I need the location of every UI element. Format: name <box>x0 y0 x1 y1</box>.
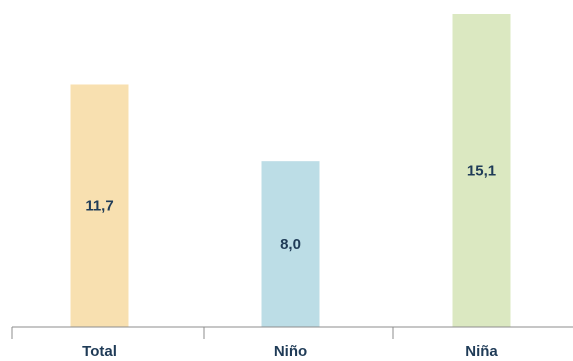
category-label-nina: Niña <box>465 343 498 360</box>
category-label-total: Total <box>82 343 117 360</box>
bars-group <box>70 14 511 327</box>
value-label-nino: 8,0 <box>280 236 301 253</box>
bar-nina <box>452 14 511 327</box>
x-axis <box>11 326 573 339</box>
bar-nino <box>261 161 320 327</box>
value-label-nina: 15,1 <box>467 163 496 180</box>
value-label-total: 11,7 <box>85 198 113 215</box>
labels-group: 11,7 Total 8,0 Niño 15,1 Niña <box>82 163 498 361</box>
category-label-nino: Niño <box>274 343 307 360</box>
bar-total <box>70 84 129 327</box>
